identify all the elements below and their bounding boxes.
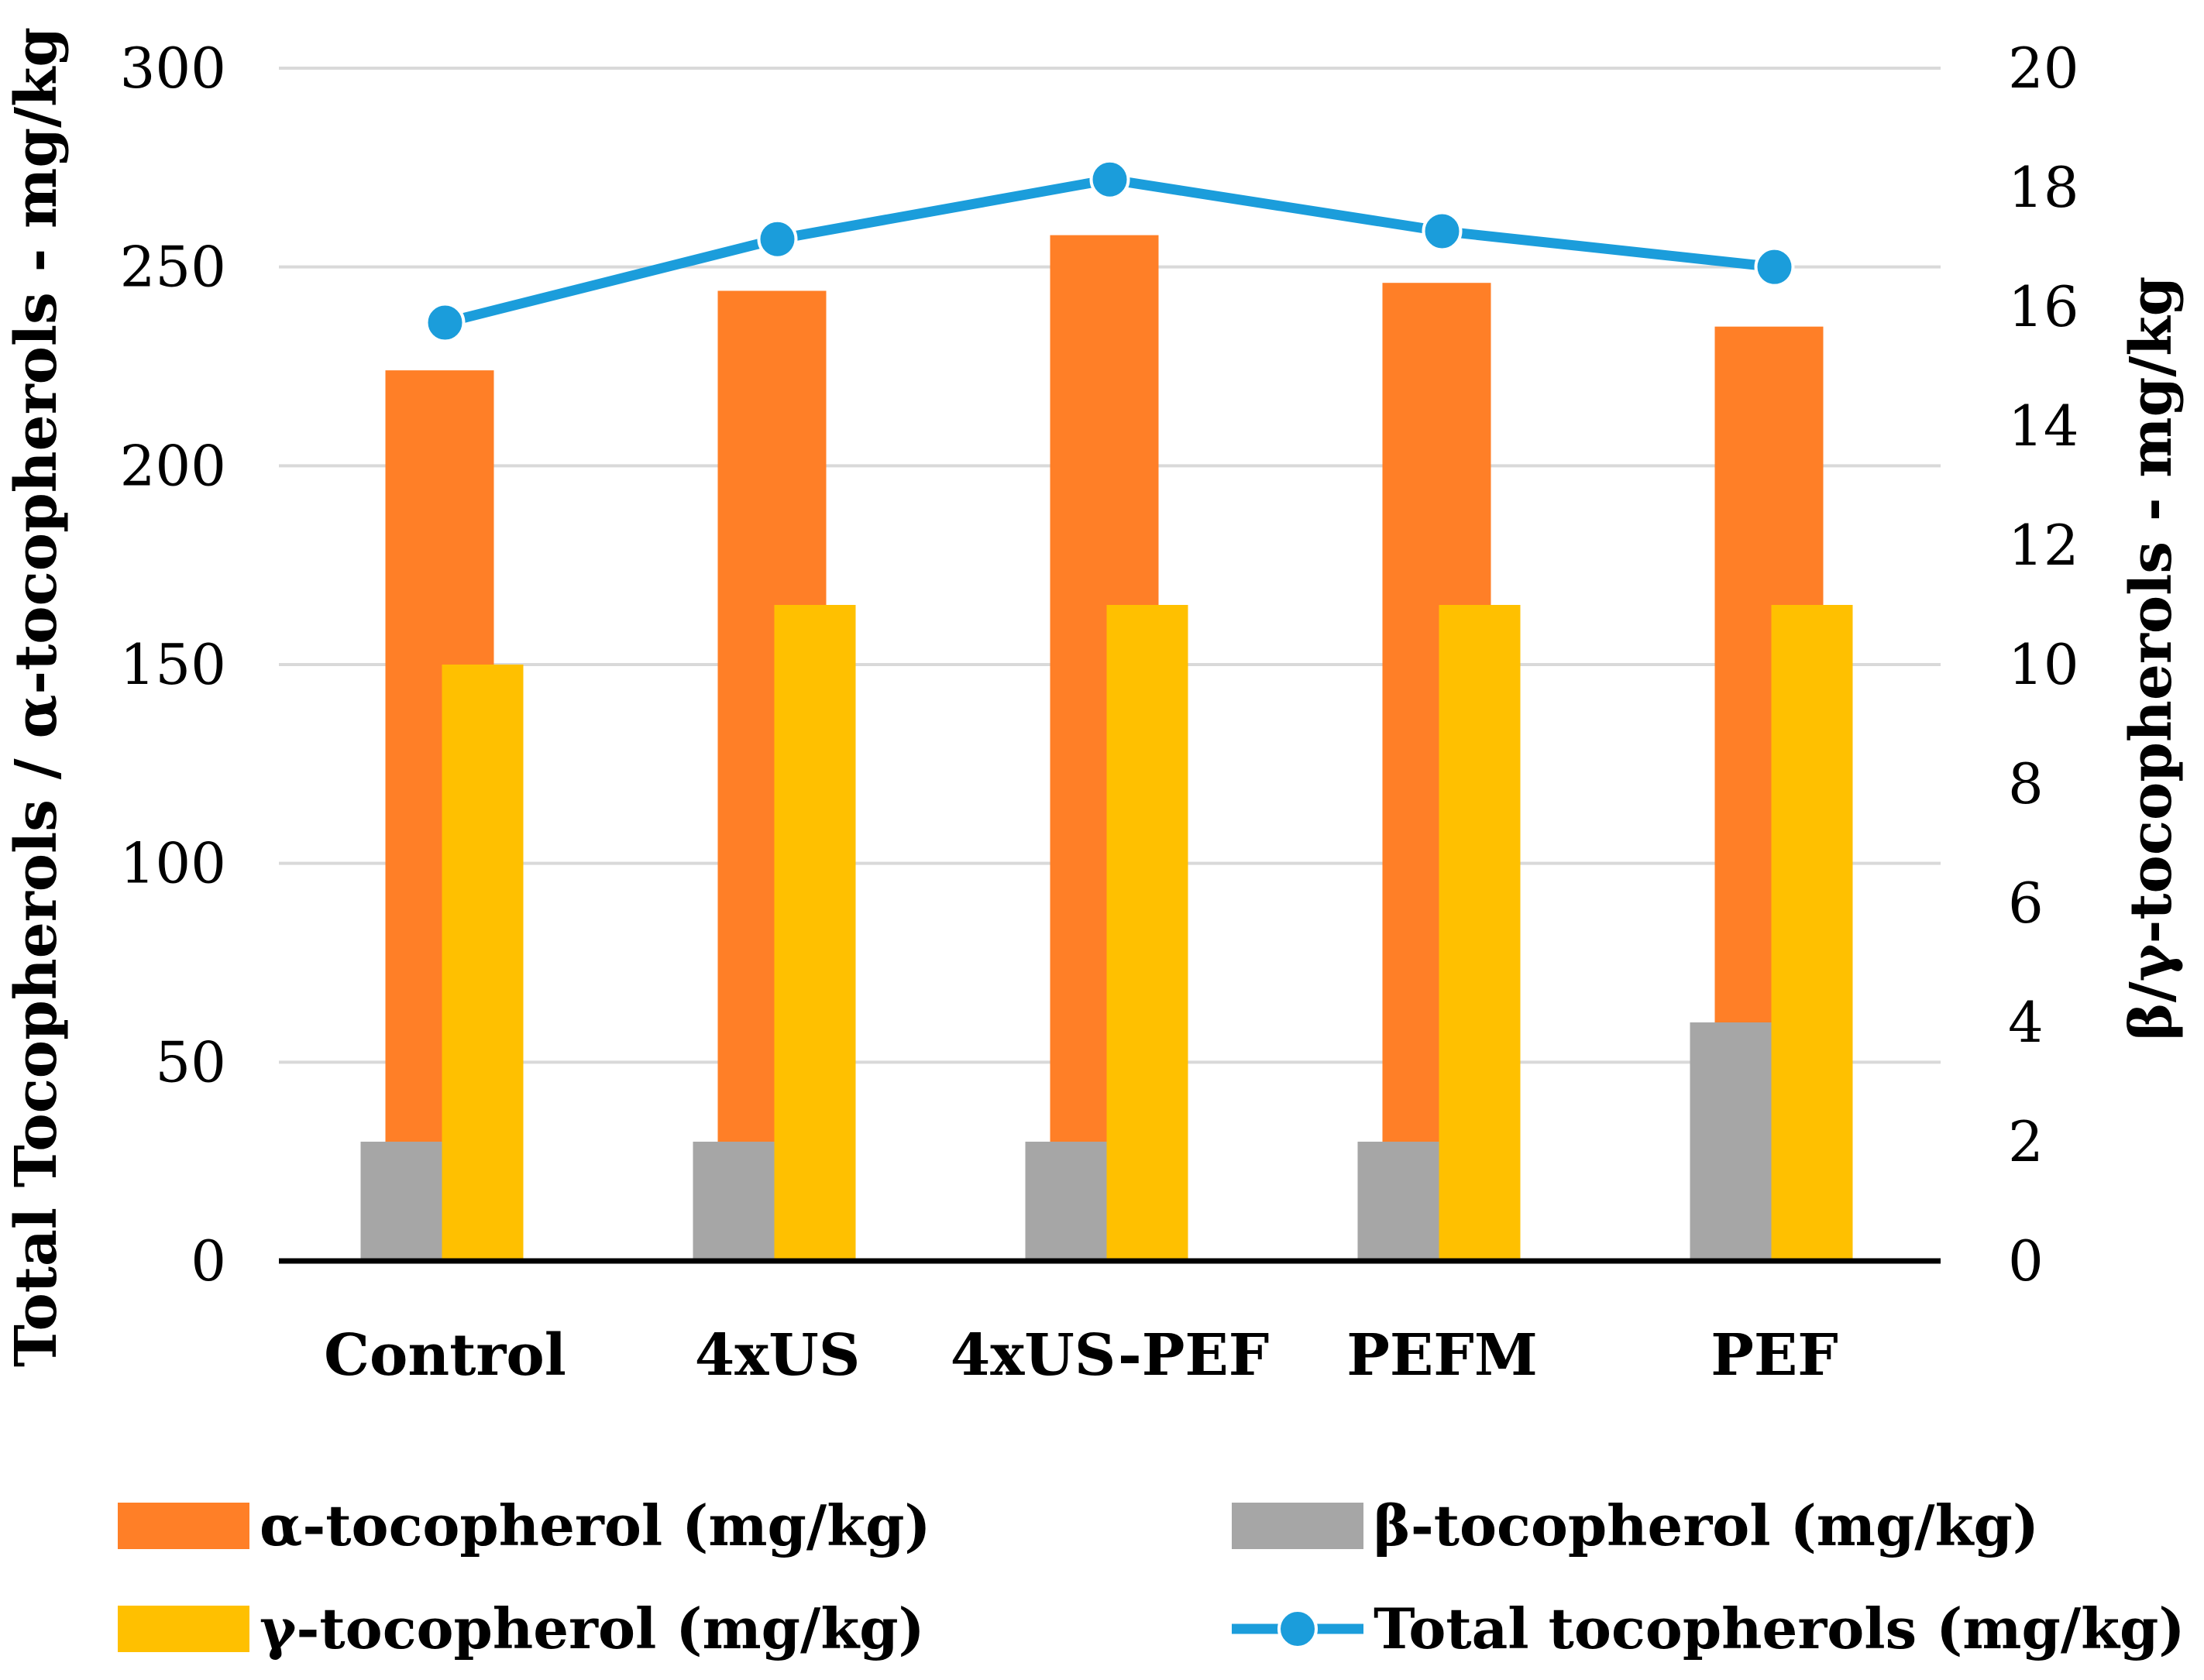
total-tocopherols-point [757, 218, 798, 259]
legend-label: γ-tocopherol (mg/kg) [260, 1596, 925, 1661]
right-tick-label: 4 [2008, 990, 2044, 1055]
gamma-tocopherol-bar [1771, 605, 1853, 1261]
legend-marker-swatch [1277, 1609, 1318, 1649]
right-tick-label: 10 [2008, 632, 2079, 697]
legend-label: α-tocopherol (mg/kg) [260, 1493, 931, 1558]
right-tick-label: 6 [2008, 871, 2044, 936]
right-axis-title: β/γ-tocopherols - mg/kg [2118, 277, 2185, 1041]
right-tick-label: 8 [2008, 751, 2044, 816]
right-tick-label: 16 [2008, 274, 2079, 339]
total-tocopherols-point [1422, 211, 1463, 252]
right-tick-label: 20 [2008, 36, 2079, 101]
category-label: PEF [1711, 1322, 1838, 1389]
category-label: 4xUS-PEF [951, 1322, 1270, 1389]
left-axis-ticks: 0 50 100 150 200 250 300 [120, 36, 226, 1293]
category-label: 4xUS [695, 1322, 861, 1389]
legend-label: β-tocopherol (mg/kg) [1374, 1493, 2039, 1558]
right-tick-label: 18 [2008, 155, 2079, 220]
legend-label: Total tocopherols (mg/kg) [1374, 1596, 2185, 1661]
category-label: PEFM [1346, 1322, 1538, 1389]
left-tick-label: 200 [120, 433, 226, 498]
right-tick-label: 2 [2008, 1109, 2044, 1174]
beta-tocopherol-bar [360, 1142, 442, 1261]
total-tocopherols-line [425, 159, 1795, 343]
gamma-tocopherol-bar [1439, 605, 1521, 1261]
beta-tocopherol-bar [1025, 1142, 1107, 1261]
left-tick-label: 0 [191, 1228, 226, 1293]
left-tick-label: 50 [155, 1029, 226, 1094]
right-axis-ticks: 0 2 4 6 8 10 12 14 16 18 20 [2008, 36, 2079, 1293]
right-tick-label: 14 [2008, 393, 2079, 459]
beta-tocopherol-bar [1357, 1142, 1439, 1261]
legend-swatch [118, 1503, 249, 1549]
beta-tocopherol-bar [693, 1142, 775, 1261]
left-tick-label: 300 [120, 36, 226, 101]
left-tick-label: 250 [120, 235, 226, 300]
right-tick-label: 12 [2008, 513, 2079, 578]
total-tocopherols-point [425, 302, 466, 343]
gamma-tocopherol-bar [442, 665, 524, 1261]
legend-swatch [1232, 1503, 1363, 1549]
gamma-tocopherol-bar [1106, 605, 1188, 1261]
left-tick-label: 100 [120, 831, 226, 896]
category-label: Control [324, 1322, 566, 1389]
gamma-tocopherol-bar [774, 605, 856, 1261]
legend-swatch [118, 1606, 249, 1652]
beta-tocopherol-bar [1690, 1022, 1772, 1261]
right-tick-label: 0 [2008, 1228, 2044, 1293]
legend: α-tocopherol (mg/kg) β-tocopherol (mg/kg)… [118, 1493, 2185, 1661]
category-labels: Control 4xUS 4xUS-PEF PEFM PEF [324, 1322, 1838, 1389]
left-axis-title: Total Tocopherols / α-tocopherols - mg/k… [3, 27, 70, 1367]
left-tick-label: 150 [120, 632, 226, 697]
total-tocopherols-point [1754, 246, 1795, 287]
bars [360, 235, 1853, 1262]
total-tocopherols-point [1089, 159, 1130, 200]
